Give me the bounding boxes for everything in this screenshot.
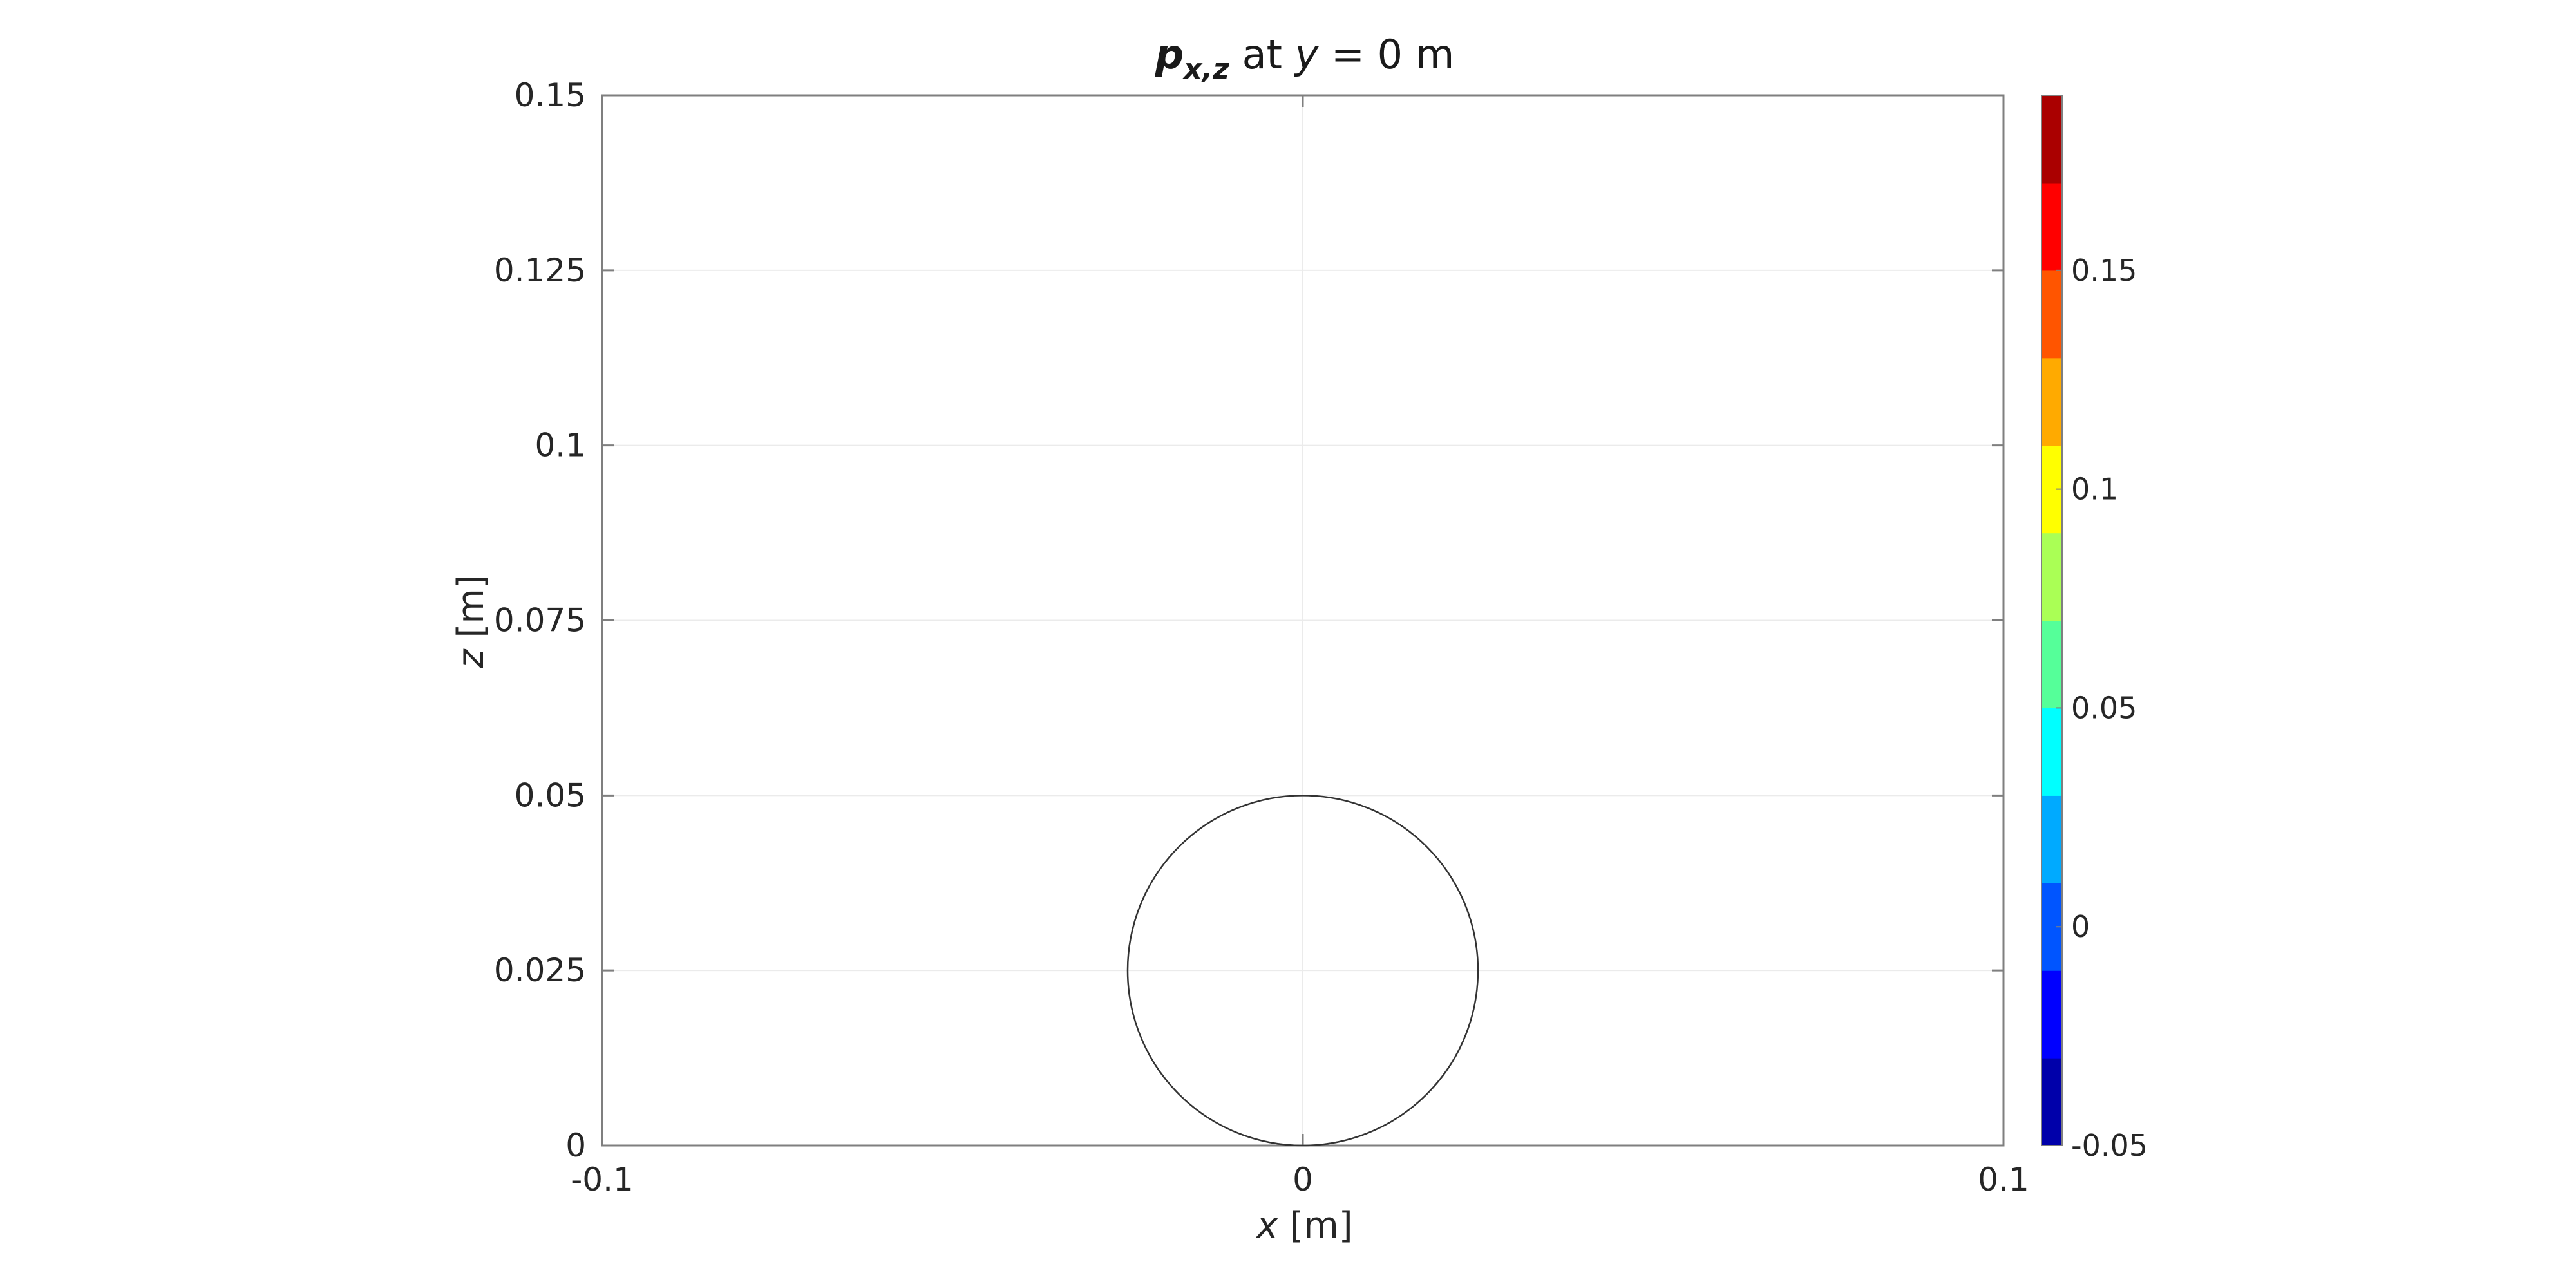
title-subscript: x,z	[1182, 53, 1229, 86]
y-axis-variable: z	[450, 648, 492, 669]
colorbar-segment	[2041, 970, 2062, 1059]
colorbar-ticks: -0.05 0 0.05 0.1 0.15	[2056, 253, 2148, 1163]
title-text-after: = 0 m	[1318, 31, 1454, 78]
y-tick-label: 0	[565, 1127, 586, 1164]
x-tick-label: 0	[1293, 1161, 1313, 1198]
x-tick-labels: -0.1 0 0.1	[571, 1161, 2029, 1198]
y-tick-label: 0.025	[494, 952, 586, 989]
colorbar-tick-label: 0	[2071, 909, 2090, 944]
y-tick-label: 0.075	[494, 602, 586, 639]
colorbar-segment	[2041, 708, 2062, 796]
colorbar-segment	[2041, 795, 2062, 883]
colorbar	[2041, 95, 2062, 1146]
plot-grid	[601, 95, 2004, 1146]
colorbar-segment	[2041, 620, 2062, 709]
x-axis-variable: x	[1255, 1205, 1278, 1247]
y-axis-title: z [m]	[450, 574, 492, 668]
colorbar-segment	[2041, 1058, 2062, 1146]
y-tick-label: 0.15	[515, 77, 586, 114]
colorbar-frame	[2041, 95, 2063, 1146]
x-tick-label: 0.1	[1978, 1161, 2029, 1198]
circle-outline	[1126, 795, 1479, 1147]
y-tick-label: 0.05	[515, 777, 586, 814]
x-tick-label: -0.1	[571, 1161, 634, 1198]
y-tick-label: 0.1	[535, 427, 586, 464]
colorbar-tick-label: -0.05	[2071, 1128, 2148, 1163]
x-axis-title: x [m]	[1255, 1205, 1352, 1247]
y-tick-label: 0.125	[494, 252, 586, 289]
x-axis-unit: [m]	[1278, 1205, 1353, 1247]
colorbar-segment	[2041, 357, 2062, 446]
colorbar-segment	[2041, 270, 2062, 359]
title-variable: y	[1294, 31, 1320, 78]
y-axis-unit: [m]	[450, 574, 492, 649]
colorbar-segment	[2041, 182, 2062, 271]
title-text-before: at	[1229, 31, 1295, 78]
chart-title: px,z at y = 0 m	[1155, 31, 1454, 86]
colorbar-segment	[2041, 95, 2062, 184]
colorbar-tick-label: 0.15	[2071, 253, 2137, 288]
colorbar-tick-label: 0.1	[2071, 472, 2118, 507]
title-symbol: p	[1155, 31, 1184, 78]
axis-ticks	[601, 94, 2005, 1147]
colorbar-segment	[2041, 533, 2062, 621]
y-tick-labels: 0 0.025 0.05 0.075 0.1 0.125 0.15	[494, 77, 586, 1164]
colorbar-tick-label: 0.05	[2071, 690, 2137, 725]
